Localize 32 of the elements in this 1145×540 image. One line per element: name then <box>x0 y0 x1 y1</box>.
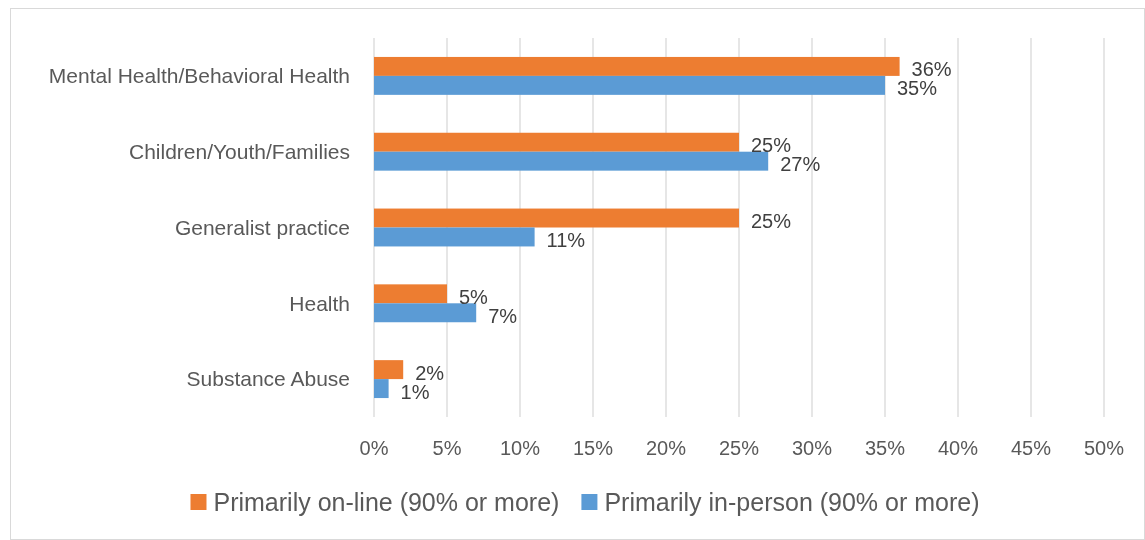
x-tick-label: 40% <box>937 437 979 459</box>
x-tick-label: 0% <box>359 437 389 459</box>
bar <box>374 379 389 399</box>
data-label: 11% <box>546 228 586 251</box>
data-label: 5% <box>459 285 489 308</box>
y-tick-label: Mental Health/Behavioral Health <box>48 64 350 88</box>
y-tick-label: Substance Abuse <box>186 367 350 391</box>
x-tick-label: 15% <box>572 437 614 459</box>
x-tick-label: 10% <box>499 437 541 459</box>
legend-label: Primarily on-line (90% or more) <box>213 487 560 516</box>
bar <box>374 303 477 323</box>
x-tick-label: 50% <box>1083 437 1125 459</box>
x-tick-label: 30% <box>791 437 833 459</box>
x-tick-label: 20% <box>645 437 687 459</box>
legend-label: Primarily in-person (90% or more) <box>604 487 980 516</box>
bar <box>374 284 447 304</box>
x-tick-label: 45% <box>1010 437 1052 459</box>
x-tick-label: 25% <box>718 437 760 459</box>
bar <box>374 56 900 76</box>
bar <box>374 75 885 95</box>
bar <box>374 132 739 152</box>
x-tick-label: 35% <box>864 437 906 459</box>
x-tick-label: 5% <box>432 437 462 459</box>
bar <box>374 208 739 228</box>
bar <box>374 360 404 380</box>
bar <box>374 151 769 171</box>
y-tick-label: Generalist practice <box>174 215 350 239</box>
y-tick-label: Children/Youth/Families <box>128 140 350 164</box>
bar <box>374 227 535 247</box>
data-label: 25% <box>751 210 792 233</box>
y-tick-label: Health <box>289 291 350 315</box>
data-label: 7% <box>488 304 518 327</box>
